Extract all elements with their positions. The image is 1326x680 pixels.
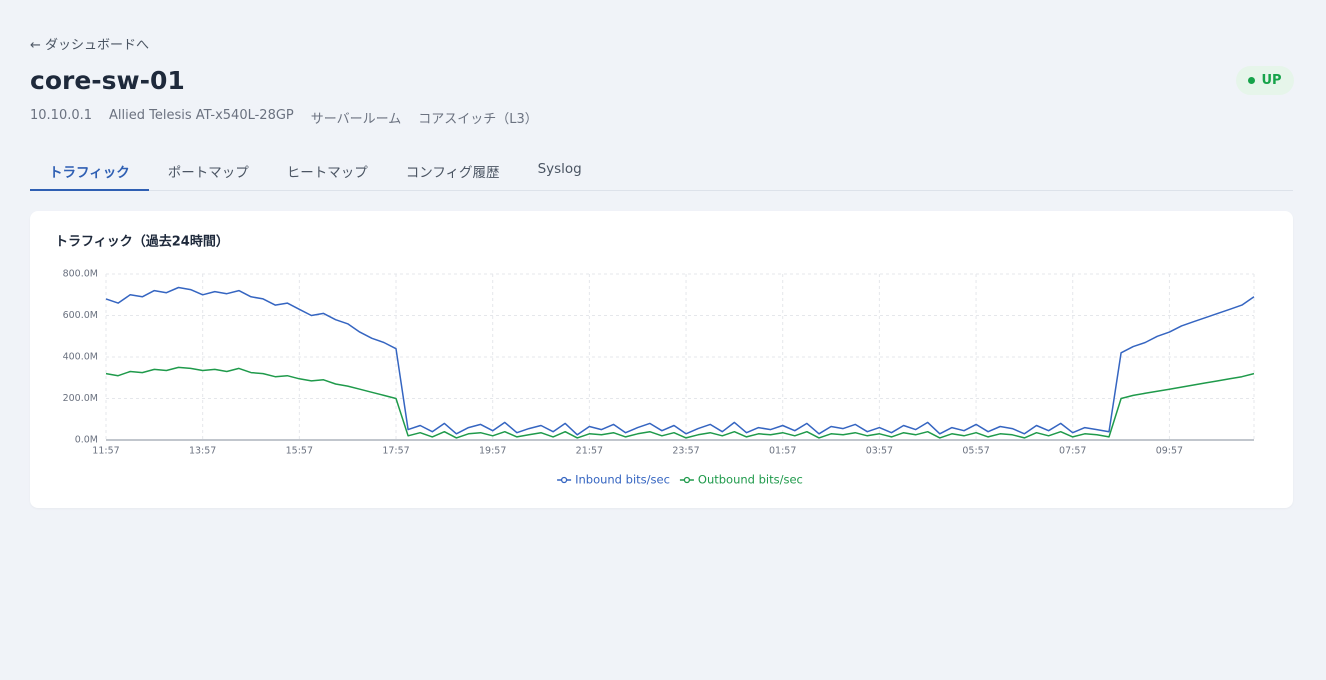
device-meta: 10.10.0.1 Allied Telesis AT-x540L-28GP サ… xyxy=(30,108,538,127)
role: コアスイッチ（L3） xyxy=(418,112,538,127)
x-tick-label: 21:57 xyxy=(576,446,603,457)
chart-card: トラフィック（過去24時間） 0.0M 200.0M 400.0M 600.0M 800… xyxy=(30,211,1293,508)
x-tick-label: 19:57 xyxy=(479,446,506,457)
tab[interactable]: ヒートマップ xyxy=(286,165,368,181)
y-tick-label: 0.0M xyxy=(75,435,98,446)
tab-bar: トラフィック ポートマップ ヒートマップ コンフィグ履歴 Syslog xyxy=(30,152,1293,191)
status-text: UP xyxy=(1261,73,1282,88)
tab[interactable]: コンフィグ履歴 xyxy=(405,165,500,181)
device-name: core-sw-01 xyxy=(30,66,185,95)
y-tick-label: 800.0M xyxy=(63,269,98,280)
x-tick-label: 17:57 xyxy=(382,446,409,457)
legend-label: Inbound bits/sec xyxy=(575,473,670,487)
series-line xyxy=(105,286,1255,436)
tab[interactable]: トラフィック xyxy=(30,152,149,191)
location: サーバールーム xyxy=(310,112,402,127)
x-tick-label: 05:57 xyxy=(962,446,989,457)
x-tick-label: 13:57 xyxy=(189,446,216,457)
y-tick-label: 400.0M xyxy=(63,352,98,363)
legend-label: Outbound bits/sec xyxy=(698,473,803,487)
x-tick-label: 01:57 xyxy=(769,446,796,457)
legend-marker xyxy=(683,476,691,484)
tab[interactable]: Syslog xyxy=(537,161,582,177)
chart-title: トラフィック（過去24時間） xyxy=(55,234,229,250)
chart: トラフィック（過去24時間） 0.0M 200.0M 400.0M 600.0M 800… xyxy=(55,234,1255,487)
tab[interactable]: ポートマップ xyxy=(167,165,249,181)
series-line xyxy=(105,366,1255,439)
y-tick-label: 600.0M xyxy=(63,310,98,321)
legend-marker xyxy=(560,476,568,484)
x-tick-label: 09:57 xyxy=(1156,446,1183,457)
x-tick-label: 11:57 xyxy=(92,446,119,457)
x-tick-label: 03:57 xyxy=(866,446,893,457)
model: Allied Telesis AT-x540L-28GP xyxy=(109,108,294,123)
y-tick-label: 200.0M xyxy=(63,393,98,404)
status-dot xyxy=(1248,77,1256,84)
back-link[interactable]: ← ダッシュボードへ xyxy=(30,38,150,53)
x-tick-label: 23:57 xyxy=(672,446,699,457)
x-tick-label: 07:57 xyxy=(1059,446,1086,457)
status-badge: UP xyxy=(1236,66,1294,95)
x-tick-label: 15:57 xyxy=(286,446,313,457)
ip: 10.10.0.1 xyxy=(30,108,93,123)
